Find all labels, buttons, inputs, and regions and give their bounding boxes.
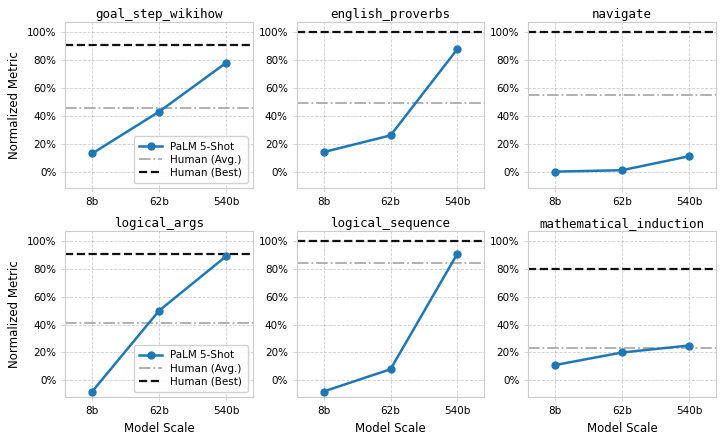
Human (Avg.) bbox=[551, 346, 560, 351]
PaLM 5-Shot bbox=[685, 154, 694, 159]
PaLM 5-Shot bbox=[222, 254, 230, 259]
Line: PaLM 5-Shot: PaLM 5-Shot bbox=[552, 153, 692, 175]
PaLM 5-Shot bbox=[618, 350, 626, 355]
PaLM 5-Shot bbox=[319, 389, 328, 394]
Title: logical_sequence: logical_sequence bbox=[331, 217, 450, 230]
PaLM 5-Shot bbox=[155, 308, 164, 313]
X-axis label: Model Scale: Model Scale bbox=[124, 422, 195, 435]
Line: PaLM 5-Shot: PaLM 5-Shot bbox=[320, 250, 461, 395]
PaLM 5-Shot bbox=[618, 167, 626, 173]
Human (Best) bbox=[386, 238, 395, 244]
Human (Best) bbox=[155, 42, 164, 47]
Human (Best) bbox=[88, 42, 96, 47]
Line: PaLM 5-Shot: PaLM 5-Shot bbox=[320, 46, 461, 155]
Title: mathematical_induction: mathematical_induction bbox=[539, 217, 704, 230]
PaLM 5-Shot bbox=[88, 151, 96, 156]
Human (Best) bbox=[551, 30, 560, 35]
PaLM 5-Shot bbox=[386, 366, 395, 372]
Human (Avg.) bbox=[319, 260, 328, 266]
PaLM 5-Shot bbox=[88, 389, 96, 394]
Human (Best) bbox=[618, 266, 626, 272]
PaLM 5-Shot bbox=[155, 109, 164, 114]
Human (Best) bbox=[319, 30, 328, 35]
Line: PaLM 5-Shot: PaLM 5-Shot bbox=[89, 253, 230, 395]
PaLM 5-Shot bbox=[222, 60, 230, 66]
Y-axis label: Normalized Metric: Normalized Metric bbox=[9, 51, 21, 159]
PaLM 5-Shot bbox=[551, 362, 560, 368]
Human (Best) bbox=[155, 251, 164, 256]
Human (Best) bbox=[319, 238, 328, 244]
Human (Best) bbox=[551, 266, 560, 272]
Human (Avg.) bbox=[618, 92, 626, 97]
Human (Avg.) bbox=[319, 101, 328, 106]
Title: logical_args: logical_args bbox=[114, 217, 204, 230]
Human (Avg.) bbox=[386, 260, 395, 266]
PaLM 5-Shot bbox=[319, 149, 328, 155]
Human (Avg.) bbox=[155, 105, 164, 110]
X-axis label: Model Scale: Model Scale bbox=[586, 422, 657, 435]
Human (Avg.) bbox=[618, 346, 626, 351]
Human (Best) bbox=[386, 30, 395, 35]
Human (Avg.) bbox=[88, 105, 96, 110]
Line: PaLM 5-Shot: PaLM 5-Shot bbox=[89, 59, 230, 157]
Title: goal_step_wikihow: goal_step_wikihow bbox=[96, 8, 223, 21]
PaLM 5-Shot bbox=[453, 47, 462, 52]
Human (Avg.) bbox=[551, 92, 560, 97]
Human (Avg.) bbox=[386, 101, 395, 106]
X-axis label: Model Scale: Model Scale bbox=[355, 422, 426, 435]
Human (Best) bbox=[88, 251, 96, 256]
Human (Avg.) bbox=[88, 321, 96, 326]
Title: navigate: navigate bbox=[592, 8, 652, 21]
PaLM 5-Shot bbox=[685, 343, 694, 348]
PaLM 5-Shot bbox=[386, 133, 395, 138]
Line: PaLM 5-Shot: PaLM 5-Shot bbox=[552, 342, 692, 369]
Title: english_proverbs: english_proverbs bbox=[331, 8, 450, 21]
PaLM 5-Shot bbox=[453, 251, 462, 256]
Human (Avg.) bbox=[155, 321, 164, 326]
Y-axis label: Normalized Metric: Normalized Metric bbox=[9, 260, 21, 368]
Legend: PaLM 5-Shot, Human (Avg.), Human (Best): PaLM 5-Shot, Human (Avg.), Human (Best) bbox=[134, 345, 248, 392]
PaLM 5-Shot bbox=[551, 169, 560, 174]
Human (Best) bbox=[618, 30, 626, 35]
Legend: PaLM 5-Shot, Human (Avg.), Human (Best): PaLM 5-Shot, Human (Avg.), Human (Best) bbox=[134, 136, 248, 183]
